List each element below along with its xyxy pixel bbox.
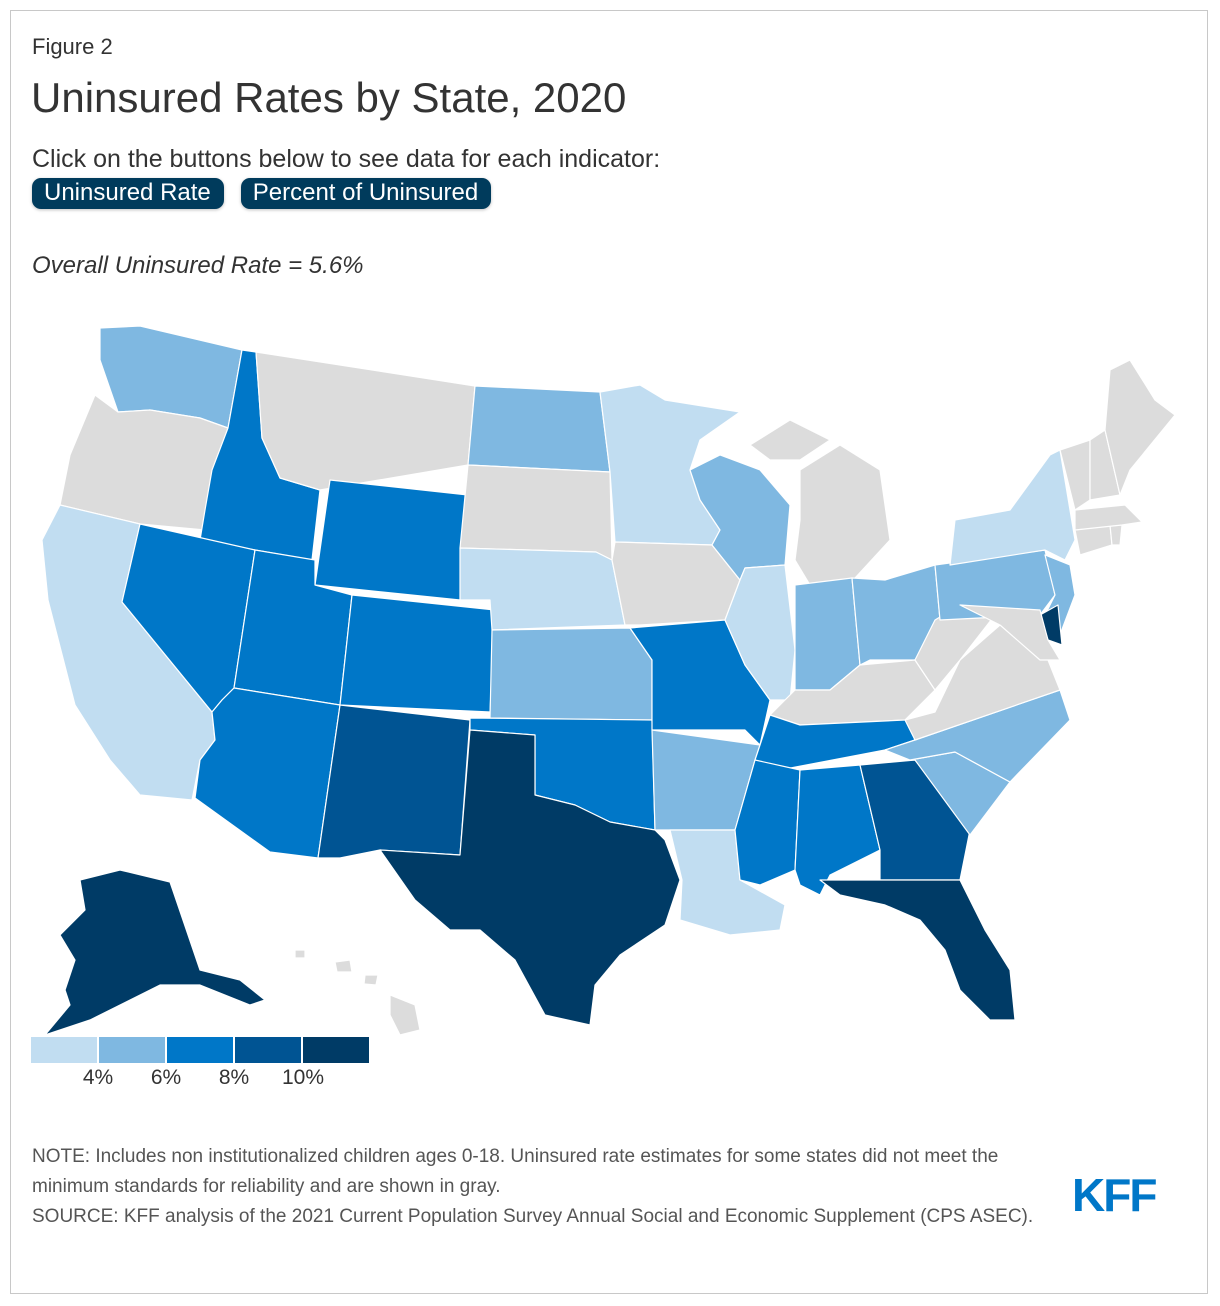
page-title: Uninsured Rates by State, 2020: [31, 74, 627, 121]
legend-swatch-1: [31, 1037, 97, 1063]
footnote: NOTE: Includes non institutionalized chi…: [32, 1142, 1042, 1232]
state-tx[interactable]: [379, 729, 681, 1026]
state-sd[interactable]: [459, 464, 613, 561]
state-az[interactable]: [194, 687, 341, 859]
state-hi[interactable]: [294, 949, 421, 1036]
state-ri[interactable]: [1109, 524, 1123, 546]
kff-logo: KFF: [1072, 1169, 1157, 1221]
indicator-buttons: Uninsured Rate Percent of Uninsured: [32, 178, 492, 209]
state-nd[interactable]: [467, 385, 611, 473]
legend-label-10: 10%: [281, 1066, 325, 1089]
state-fl[interactable]: [819, 879, 1016, 1021]
state-mt[interactable]: [255, 351, 476, 491]
percent-of-uninsured-button[interactable]: Percent of Uninsured: [240, 178, 492, 209]
state-ny[interactable]: [949, 449, 1076, 566]
source-text: SOURCE: KFF analysis of the 2021 Current…: [32, 1206, 1034, 1227]
legend: [31, 1037, 369, 1063]
state-il[interactable]: [724, 564, 796, 701]
legend-swatch-3: [167, 1037, 233, 1063]
state-co[interactable]: [339, 594, 496, 713]
note-text: NOTE: Includes non institutionalized chi…: [32, 1146, 999, 1197]
state-wy[interactable]: [314, 479, 469, 601]
state-ne[interactable]: [459, 547, 626, 631]
figure-label: Figure 2: [32, 34, 113, 59]
legend-label-6: 6%: [150, 1066, 182, 1089]
state-ak[interactable]: [44, 869, 266, 1036]
legend-labels: 4% 6% 8% 10%: [31, 1066, 371, 1092]
legend-swatch-5: [303, 1037, 369, 1063]
state-me[interactable]: [1104, 359, 1176, 496]
state-ma[interactable]: [1074, 504, 1143, 531]
legend-label-4: 4%: [82, 1066, 114, 1089]
instructions-text: Click on the buttons below to see data f…: [32, 145, 661, 173]
overall-rate-text: Overall Uninsured Rate = 5.6%: [32, 252, 364, 279]
uninsured-rate-button[interactable]: Uninsured Rate: [32, 178, 224, 209]
state-nm[interactable]: [317, 704, 471, 859]
state-ks[interactable]: [489, 627, 653, 721]
legend-swatch-2: [99, 1037, 165, 1063]
legend-swatch-4: [235, 1037, 301, 1063]
legend-label-8: 8%: [218, 1066, 250, 1089]
state-md[interactable]: [959, 604, 1061, 661]
